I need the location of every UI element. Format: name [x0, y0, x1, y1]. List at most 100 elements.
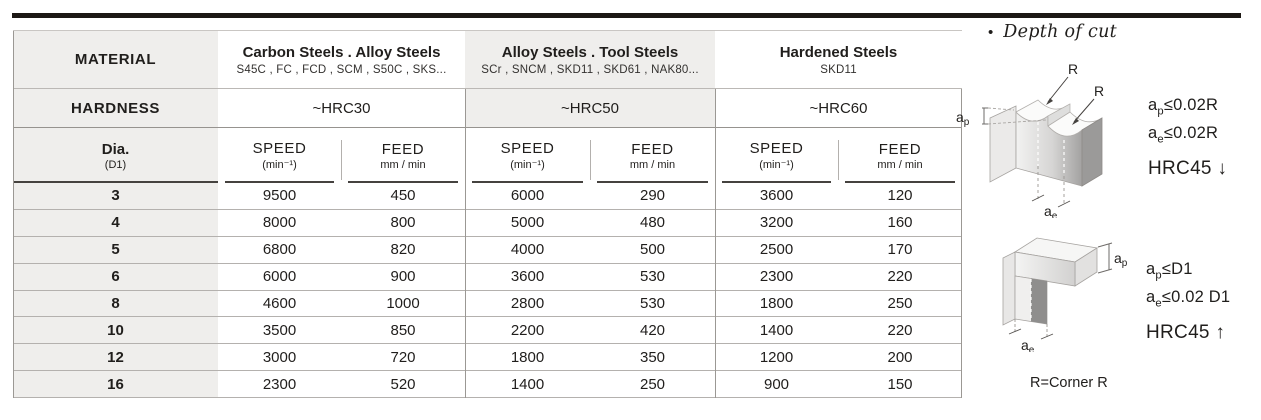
speed-cell: 8000 [218, 209, 341, 237]
speed-cell: 1400 [465, 371, 590, 398]
speed-header-g2: SPEED (min⁻¹) [465, 128, 590, 183]
ae-dimension-label: ae [1021, 337, 1035, 352]
dia-cell: 8 [13, 290, 218, 318]
speed-cell: 6800 [218, 236, 341, 264]
table-right-border [961, 89, 962, 398]
dia-header: Dia. (D1) [13, 128, 218, 183]
speed-cell: 3600 [715, 183, 838, 210]
speed-cell: 6000 [465, 183, 590, 210]
speed-cell: 9500 [218, 183, 341, 210]
group-divider-2 [715, 89, 716, 398]
feed-cell: 500 [590, 236, 715, 264]
speed-cell: 5000 [465, 209, 590, 237]
dia-cell: 3 [13, 183, 218, 210]
feed-cell: 720 [341, 344, 465, 372]
hardness-group-3: ~HRC60 [715, 89, 962, 128]
speed-cell: 2200 [465, 317, 590, 345]
feed-cell: 170 [838, 236, 962, 264]
figure-1-notes: ap≤0.02R ae≤0.02R HRC45 ↓ [1148, 96, 1227, 180]
dia-cell: 10 [13, 317, 218, 345]
group-divider-1 [465, 89, 466, 398]
feed-header-g3: FEED mm / min [838, 128, 962, 183]
dimension-tick [1040, 333, 1054, 340]
speed-cell: 2800 [465, 290, 590, 318]
block-left-face [989, 105, 1017, 183]
material-group-1: Carbon Steels . Alloy Steels S45C , FC ,… [218, 31, 465, 89]
hardness-header: HARDNESS [13, 89, 218, 128]
speed-header-g3: SPEED (min⁻¹) [715, 128, 838, 183]
speed-cell: 1200 [715, 344, 838, 372]
feed-cell: 850 [341, 317, 465, 345]
down-arrow-icon: ↓ [1217, 157, 1228, 179]
feed-label: FEED [878, 140, 922, 158]
feed-cell: 800 [341, 209, 465, 237]
speed-cell: 3200 [715, 209, 838, 237]
hardness-range-note: HRC45 ↑ [1146, 321, 1226, 343]
speed-label: SPEED [749, 140, 804, 157]
figure-2-notes: ap≤D1 ae≤0.02 D1 HRC45 ↑ [1146, 260, 1230, 344]
dia-cell: 4 [13, 209, 218, 237]
ae-limit-note: ae≤0.02R [1148, 124, 1219, 146]
speed-cell: 2500 [715, 236, 838, 264]
feed-header-g2: FEED mm / min [590, 128, 715, 183]
hardness-group-1: ~HRC30 [218, 89, 465, 128]
depth-of-cut-figure-corner-r: ae ap R R [956, 61, 1104, 218]
dia-cell: 16 [13, 371, 218, 398]
ae-dimension-label: ae [1044, 203, 1058, 218]
r-arrow-2 [1073, 98, 1095, 123]
dia-label: Dia. [101, 140, 130, 158]
feed-cell: 220 [838, 263, 962, 291]
speed-cell: 900 [715, 371, 838, 398]
feed-unit: mm / min [629, 158, 676, 171]
depth-of-cut-heading: • Depth of cut [988, 22, 1117, 42]
feed-cell: 200 [838, 344, 962, 372]
depth-of-cut-title: Depth of cut [1003, 22, 1118, 42]
speed-unit: (min⁻¹) [262, 159, 297, 171]
dimension-tick [1097, 268, 1113, 274]
dimension-tick [1031, 194, 1045, 202]
group-1-subtitle: S45C , FC , FCD , SCM , S50C , SKS... [236, 64, 447, 76]
dia-cell: 12 [13, 344, 218, 372]
feed-cell: 450 [341, 183, 465, 210]
lower-block-left-face [1002, 251, 1016, 326]
ap-dimension-label: ap [956, 109, 970, 128]
group-3-title: Hardened Steels [779, 44, 898, 61]
speed-unit: (min⁻¹) [510, 159, 545, 171]
ap-dimension-label: ap [1114, 250, 1128, 269]
hardness-range-note: HRC45 ↓ [1148, 157, 1228, 179]
group-3-subtitle: SKD11 [820, 64, 857, 76]
speed-cell: 4000 [465, 236, 590, 264]
feed-cell: 290 [590, 183, 715, 210]
feed-cell: 1000 [341, 290, 465, 318]
r-arrowhead-1 [1046, 98, 1053, 105]
speed-label: SPEED [500, 140, 555, 157]
group-2-title: Alloy Steels . Tool Steels [501, 44, 679, 61]
feed-unit: mm / min [380, 158, 426, 171]
speed-cell: 2300 [218, 371, 341, 398]
depth-of-cut-figure-shoulder: ap ae [1002, 237, 1128, 352]
feed-cell: 900 [341, 263, 465, 291]
speed-cell: 1400 [715, 317, 838, 345]
dimension-tick [1097, 242, 1113, 248]
material-group-3: Hardened Steels SKD11 [715, 31, 962, 89]
feed-cell: 820 [341, 236, 465, 264]
ap-limit-note: ap≤D1 [1146, 260, 1193, 282]
hardness-group-2: ~HRC50 [465, 89, 715, 128]
dia-sublabel: (D1) [104, 158, 127, 171]
feed-cell: 530 [590, 290, 715, 318]
corner-r-footnote: R=Corner R [1030, 375, 1108, 391]
corner-r-label-1: R [1068, 61, 1078, 77]
feed-label: FEED [631, 140, 674, 158]
corner-r-label-2: R [1094, 83, 1104, 99]
feed-cell: 150 [838, 371, 962, 398]
dimension-tick [1057, 200, 1071, 208]
feed-header-g1: FEED mm / min [341, 128, 465, 183]
feed-cell: 250 [590, 371, 715, 398]
lower-block-shaded-face [1031, 278, 1047, 324]
feed-cell: 120 [838, 183, 962, 210]
speed-cell: 1800 [465, 344, 590, 372]
up-arrow-icon: ↑ [1215, 321, 1226, 343]
dimension-tick [1008, 328, 1022, 335]
feed-label: FEED [381, 140, 425, 158]
